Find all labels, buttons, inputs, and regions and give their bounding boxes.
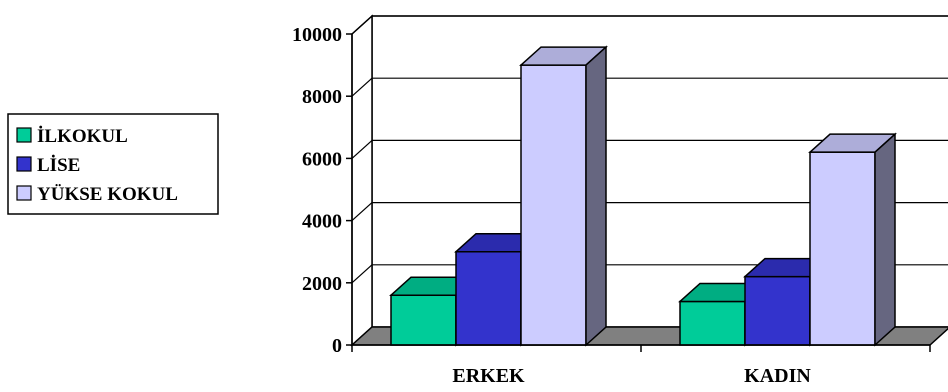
legend-swatch bbox=[16, 185, 32, 201]
x-tick-label: ERKEK bbox=[452, 365, 525, 387]
y-tick-label: 8000 bbox=[302, 86, 342, 108]
bar-front bbox=[809, 151, 876, 346]
legend-box bbox=[7, 113, 219, 215]
x-axis: ERKEK KADIN bbox=[351, 344, 931, 387]
bar-front bbox=[455, 250, 522, 346]
bar-front bbox=[679, 300, 746, 346]
bar-side bbox=[874, 132, 896, 347]
y-tick-label: 2000 bbox=[302, 273, 342, 295]
legend-entry: İLKOKUL bbox=[37, 126, 128, 147]
bar bbox=[519, 45, 608, 347]
y-axis: 0 2000 4000 6000 8000 10000 bbox=[292, 24, 353, 357]
side-wall bbox=[351, 14, 373, 347]
legend-entry: YÜKSE KOKUL bbox=[37, 184, 178, 205]
legend: İLKOKUL LİSE YÜKSE KOKUL bbox=[7, 113, 219, 215]
x-tick-label: KADIN bbox=[744, 365, 811, 387]
y-tick-label: 4000 bbox=[302, 211, 342, 233]
bar-front bbox=[520, 64, 587, 346]
bars bbox=[389, 45, 897, 347]
y-tick-label: 10000 bbox=[292, 24, 342, 46]
legend-swatch bbox=[16, 127, 32, 143]
legend-entry: LİSE bbox=[37, 155, 80, 176]
y-tick-label: 0 bbox=[332, 335, 342, 357]
gridline-side bbox=[351, 202, 373, 222]
y-tick-label: 6000 bbox=[302, 148, 342, 170]
gridline-side bbox=[351, 15, 373, 35]
legend-swatch bbox=[16, 156, 32, 172]
gridline-side bbox=[351, 139, 373, 159]
bar-front bbox=[390, 294, 457, 346]
bar-side bbox=[585, 45, 607, 347]
bar-front bbox=[744, 275, 811, 346]
bar bbox=[808, 132, 897, 347]
gridline-side bbox=[351, 264, 373, 284]
gridline-side bbox=[351, 77, 373, 97]
